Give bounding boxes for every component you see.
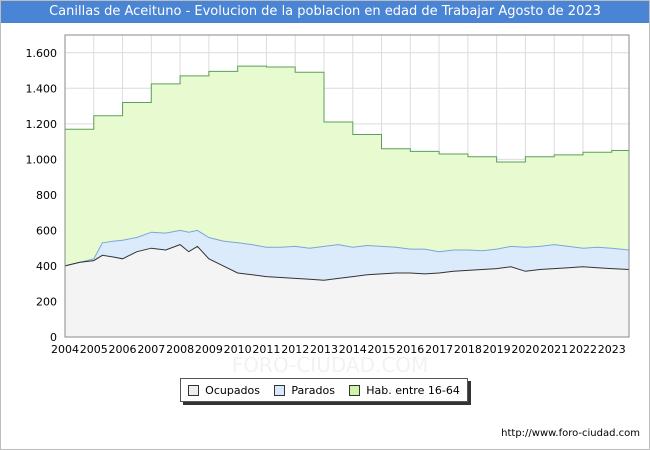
x-tick-label: 2013 [310,343,338,356]
x-tick-label: 2023 [598,343,626,356]
legend-swatch-hab [349,384,361,396]
y-tick-label: 1.400 [26,82,58,95]
legend-swatch-parados [274,384,286,396]
legend-item-hab: Hab. entre 16-64 [349,384,460,397]
y-tick-label: 1.600 [26,47,58,60]
y-tick-label: 0 [50,331,57,344]
x-tick-label: 2016 [396,343,424,356]
x-tick-label: 2008 [166,343,194,356]
y-tick-label: 1.200 [26,118,58,131]
plot-lines [64,65,630,281]
x-tick-label: 2017 [425,343,453,356]
legend-item-parados: Parados [274,384,335,397]
y-tick-label: 200 [36,295,57,308]
x-tick-label: 2015 [368,343,396,356]
y-axis-ticks: 0 200 400 600 800 1.000 1.200 1.400 1.600 [26,47,58,344]
x-tick-label: 2007 [137,343,165,356]
x-tick-label: 2014 [339,343,367,356]
legend-label-ocupados: Ocupados [205,383,261,397]
y-tick-label: 800 [36,189,57,202]
plot-areas [65,66,629,337]
x-tick-label: 2018 [454,343,482,356]
y-tick-label: 1.000 [26,153,58,166]
source-link[interactable]: http://www.foro-ciudad.com [501,428,640,439]
line-parados [64,229,630,267]
x-tick-label: 2021 [540,343,568,356]
x-tick-label: 2011 [252,343,280,356]
x-tick-label: 2005 [80,343,108,356]
area-ocupados [65,244,629,337]
x-tick-label: 2010 [224,343,252,356]
line-ocupados [64,244,630,281]
x-tick-label: 2012 [281,343,309,356]
line-hab [65,65,629,163]
plot-border [64,34,630,338]
x-tick-label: 2020 [511,343,539,356]
watermark: FORO-CIUDAD.COM [232,353,429,377]
y-tick-label: 600 [36,224,57,237]
x-tick-label: 2009 [195,343,223,356]
legend-item-ocupados: Ocupados [188,384,260,397]
chart-title: Canillas de Aceituno - Evolucion de la p… [1,1,649,23]
x-tick-label: 2004 [51,343,79,356]
y-tick-label: 400 [36,260,57,273]
x-tick-label: 2019 [483,343,511,356]
legend-label-hab: Hab. entre 16-64 [366,383,460,397]
x-axis-ticks: 2004 2005 2006 2007 2008 2009 2010 2011 2012 2013… [51,343,626,356]
legend-label-parados: Parados [291,383,335,397]
legend-swatch-ocupados [188,384,200,396]
legend: Ocupados Parados Hab. entre 16-64 [180,378,468,402]
x-tick-label: 2022 [569,343,597,356]
x-tick-label: 2006 [109,343,137,356]
